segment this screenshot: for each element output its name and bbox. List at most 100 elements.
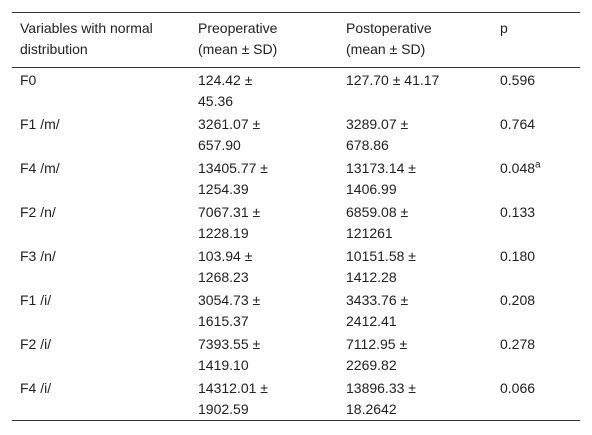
table-cell: 0.180 [492, 244, 580, 288]
table-cell: 0.278 [492, 332, 580, 376]
cell-line: 0.180 [500, 248, 536, 264]
cell-line: 0.596 [500, 72, 536, 88]
cell-line: 45.36 [198, 93, 234, 109]
table-cell: 7112.95 ± 2269.82 [338, 332, 492, 376]
cell-line: 2269.82 [346, 357, 397, 373]
table-cell: F1 /i/ [12, 288, 190, 332]
cell-line: F2 /n/ [20, 204, 56, 220]
table-cell: 3054.73 ± 1615.37 [190, 288, 338, 332]
cell-line: 0.066 [500, 380, 536, 396]
cell-line: 7112.95 ± [346, 336, 408, 352]
cell-line: Variables with normal [20, 20, 153, 36]
cell-line: 1228.19 [198, 225, 249, 241]
cell-line: 657.90 [198, 137, 241, 153]
cell-line: 7393.55 ± [198, 336, 261, 352]
table-row: F4 /m/13405.77 ± 1254.39 13173.14 ± 1406.99… [12, 156, 580, 200]
cell-line: 0.048a [500, 158, 572, 179]
table-cell: F3 /n/ [12, 244, 190, 288]
table-cell: 14312.01 ± 1902.59 [190, 376, 338, 421]
table-cell: F4 /i/ [12, 376, 190, 421]
table-cell: 0.048a [492, 156, 580, 200]
cell-line: 1406.99 [346, 181, 397, 197]
cell-line: 103.94 ± [198, 248, 253, 264]
cell-line: F3 /n/ [20, 248, 56, 264]
cell-line: 3054.73 ± [198, 292, 261, 308]
table-cell: F2 /n/ [12, 200, 190, 244]
cell-line: 1419.10 [198, 357, 249, 373]
cell-line: 10151.58 ± [346, 248, 416, 264]
table-cell: 7393.55 ± 1419.10 [190, 332, 338, 376]
table-cell: 13173.14 ± 1406.99 [338, 156, 492, 200]
cell-line: 3433.76 ± [346, 292, 409, 308]
table-cell: 6859.08 ± 121261 [338, 200, 492, 244]
table-cell: 3289.07 ± 678.86 [338, 112, 492, 156]
cell-line: 0.764 [500, 116, 536, 132]
table-cell: F4 /m/ [12, 156, 190, 200]
cell-line: 3261.07 ± [198, 116, 261, 132]
header-cell: p [492, 13, 580, 68]
cell-line: 0.208 [500, 292, 536, 308]
table-cell: 0.208 [492, 288, 580, 332]
footnote-mark: a [535, 159, 541, 171]
table-cell: 0.596 [492, 68, 580, 113]
table-cell: 13896.33 ± 18.2642 [338, 376, 492, 421]
table-row: F0 124.42 ± 45.36 127.70 ± 41.17 0.596 [12, 68, 580, 113]
table-cell: 103.94 ± 1268.23 [190, 244, 338, 288]
cell-line: 1615.37 [198, 313, 249, 329]
cell-line: 0.278 [500, 336, 536, 352]
cell-line: 3289.07 ± [346, 116, 409, 132]
cell-line: 0.133 [500, 204, 536, 220]
header-cell: Preoperative (mean ± SD) [190, 13, 338, 68]
cell-line: 121261 [346, 225, 393, 241]
cell-line: F4 /i/ [20, 380, 52, 396]
cell-line: 13405.77 ± [198, 160, 268, 176]
table-cell: 0.133 [492, 200, 580, 244]
cell-line: 127.70 ± 41.17 [346, 72, 440, 88]
table-cell: 3261.07 ± 657.90 [190, 112, 338, 156]
cell-line: Postoperative [346, 20, 432, 36]
table-row: F2 /n/7067.31 ± 1228.19 6859.08 ± 121261 0.1… [12, 200, 580, 244]
table-cell: 10151.58 ± 1412.28 [338, 244, 492, 288]
cell-line: 7067.31 ± [198, 204, 261, 220]
table-cell: 3433.76 ± 2412.41 [338, 288, 492, 332]
cell-text: 0.048 [500, 160, 536, 176]
header-cell: Postoperative (mean ± SD) [338, 13, 492, 68]
cell-line: 124.42 ± [198, 72, 253, 88]
table-row: F4 /i/14312.01 ± 1902.59 13896.33 ± 18.2642… [12, 376, 580, 421]
cell-line: F0 [20, 72, 37, 88]
table-cell: 124.42 ± 45.36 [190, 68, 338, 113]
data-table: Variables with normal distribution Preoper… [12, 12, 580, 421]
table-row: F1 /m/3261.07 ± 657.90 3289.07 ± 678.86 0.76… [12, 112, 580, 156]
cell-line: 13173.14 ± [346, 160, 416, 176]
table-header: Variables with normal distribution Preoper… [12, 12, 580, 68]
cell-line: 1268.23 [198, 269, 249, 285]
cell-line: 18.2642 [346, 401, 397, 417]
header-row: Variables with normal distribution Preoper… [12, 12, 580, 68]
cell-line: 13896.33 ± [346, 380, 416, 396]
cell-line: F1 /m/ [20, 116, 60, 132]
cell-line: distribution [20, 41, 88, 57]
cell-line: 14312.01 ± [198, 380, 268, 396]
table-body: F0 124.42 ± 45.36 127.70 ± 41.17 0.596 F1 /m/… [12, 68, 580, 421]
table-cell: F0 [12, 68, 190, 113]
cell-line: 1254.39 [198, 181, 249, 197]
table-cell: 127.70 ± 41.17 [338, 68, 492, 113]
cell-line: F1 /i/ [20, 292, 52, 308]
cell-line: 6859.08 ± [346, 204, 409, 220]
header-cell: Variables with normal distribution [12, 13, 190, 68]
table-cell: 0.066 [492, 376, 580, 421]
table-row: F3 /n/103.94 ± 1268.23 10151.58 ± 1412.28 0.… [12, 244, 580, 288]
table-cell: 13405.77 ± 1254.39 [190, 156, 338, 200]
table-cell: F2 /i/ [12, 332, 190, 376]
table-row: F2 /i/7393.55 ± 1419.10 7112.95 ± 2269.82 0.… [12, 332, 580, 376]
cell-line: F4 /m/ [20, 160, 60, 176]
cell-line: (mean ± SD) [346, 41, 426, 57]
table-cell: 0.764 [492, 112, 580, 156]
cell-line: Preoperative [198, 20, 278, 36]
table-cell: F1 /m/ [12, 112, 190, 156]
cell-line: 678.86 [346, 137, 389, 153]
table-row: F1 /i/3054.73 ± 1615.37 3433.76 ± 2412.41 0.… [12, 288, 580, 332]
table-cell: 7067.31 ± 1228.19 [190, 200, 338, 244]
cell-line: 2412.41 [346, 313, 397, 329]
